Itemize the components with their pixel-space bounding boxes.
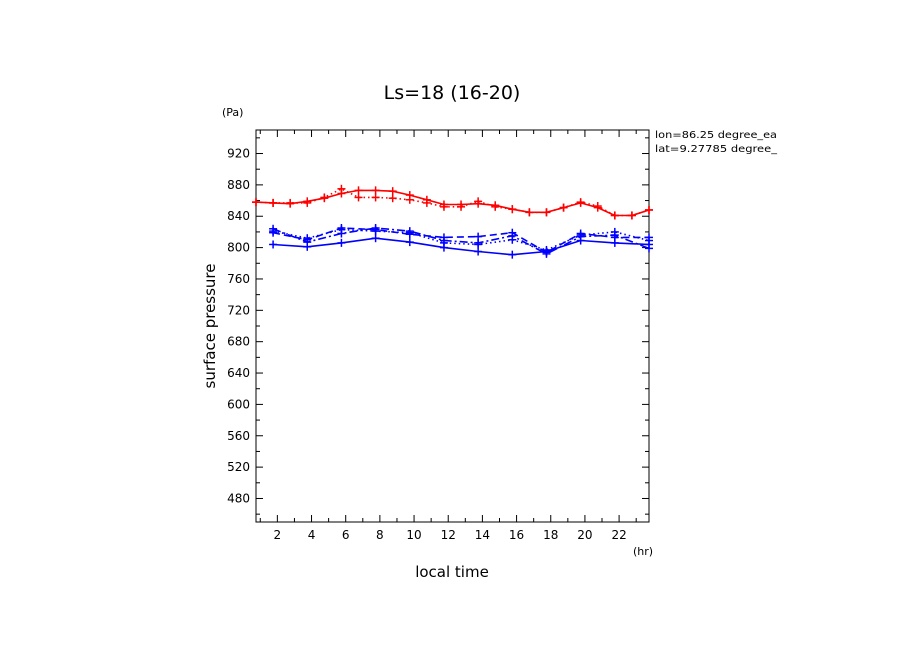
y-tick-label: 520 <box>227 460 250 474</box>
x-tick-label: 22 <box>611 528 626 542</box>
series-line-blue-dotted <box>272 228 650 251</box>
x-unit-label: (hr) <box>633 545 653 558</box>
x-tick-label: 18 <box>543 528 558 542</box>
plot-frame <box>255 129 650 523</box>
series-line-blue-dashed <box>272 227 649 254</box>
x-tick-label: 14 <box>475 528 490 542</box>
x-tick-label: 10 <box>406 528 421 542</box>
y-tick-label: 920 <box>227 147 250 161</box>
y-tick-label: 720 <box>227 303 250 317</box>
y-tick-label: 800 <box>227 241 250 255</box>
y-tick-label: 560 <box>227 429 250 443</box>
y-tick-label: 840 <box>227 209 250 223</box>
y-tick-label: 680 <box>227 335 250 349</box>
y-axis-label: surface pressure <box>201 264 219 389</box>
x-tick-label: 2 <box>274 528 282 542</box>
y-tick-label: 600 <box>227 397 250 411</box>
annotation-lat: lat=9.27785 degree_ <box>655 144 778 155</box>
plot-area: 2 4 6 8 10 12 14 16 18 20 22 480 520 560 600 640 680 720 7… <box>227 129 653 542</box>
y-tick-label: 640 <box>227 366 250 380</box>
x-tick-label: 12 <box>441 528 456 542</box>
annotation-lon: lon=86.25 degree_ea <box>655 130 777 141</box>
x-tick-label: 8 <box>376 528 384 542</box>
y-unit-label: (Pa) <box>222 106 243 119</box>
x-axis-label: local time <box>415 563 489 581</box>
x-tick-label: 6 <box>342 528 350 542</box>
x-tick-label: 16 <box>509 528 524 542</box>
series-line-red-solid <box>255 189 650 217</box>
x-tick-label: 20 <box>577 528 592 542</box>
chart-title: Ls=18 (16-20) <box>384 82 521 104</box>
y-tick-label: 880 <box>227 178 250 192</box>
series-line-blue-solid <box>273 237 650 256</box>
y-tick-label: 760 <box>227 272 250 286</box>
y-tick-label: 480 <box>227 491 250 505</box>
series-line-red-dotted <box>255 187 650 217</box>
series-line-blue-dash-dot <box>272 227 650 255</box>
x-tick-label: 4 <box>308 528 316 542</box>
